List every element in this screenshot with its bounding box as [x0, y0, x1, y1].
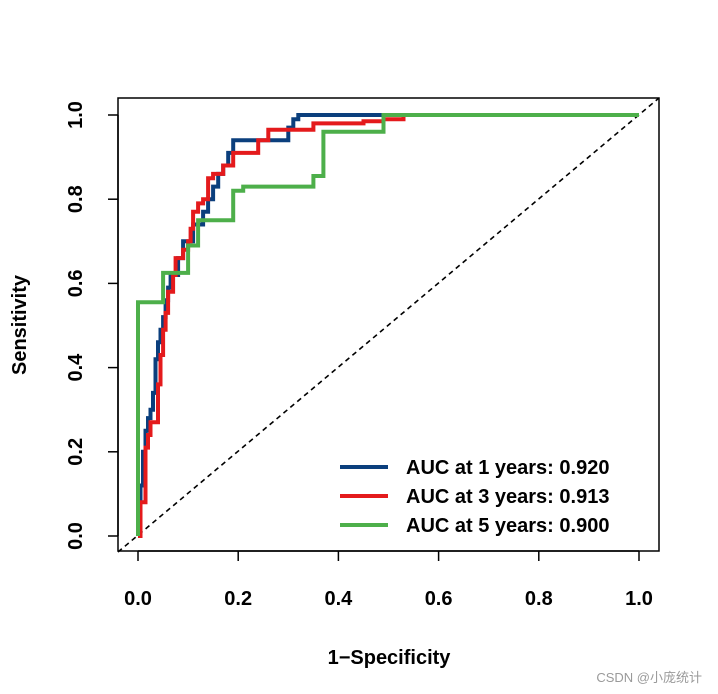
series-layer	[136, 113, 639, 538]
series-line-2	[138, 115, 406, 538]
x-axis: 0.0 0.2 0.4 0.6 0.8 1.0	[124, 550, 653, 610]
x-tick-label: 0.0	[124, 588, 152, 610]
y-tick-label: 0.6	[65, 269, 87, 297]
y-axis-title: Sensitivity	[9, 274, 31, 375]
reference-diagonal-line	[117, 97, 660, 553]
y-axis: 0.0 0.2 0.4 0.6 0.8 1.0	[65, 101, 119, 550]
y-tick-label: 0.0	[65, 522, 87, 550]
y-tick-label: 0.8	[65, 185, 87, 213]
reference-line-layer	[117, 97, 660, 553]
y-tick-label: 0.2	[65, 438, 87, 466]
watermark: CSDN @小庞统计	[596, 670, 702, 685]
y-tick-label: 0.4	[65, 353, 87, 382]
legend: AUC at 1 years: 0.920 AUC at 3 years: 0.9…	[340, 457, 609, 537]
legend-label-3: AUC at 5 years: 0.900	[406, 515, 609, 537]
y-tick-label: 1.0	[65, 101, 87, 129]
x-tick-label: 0.2	[224, 588, 252, 610]
legend-label-2: AUC at 3 years: 0.913	[406, 486, 609, 508]
x-tick-label: 0.6	[425, 588, 453, 610]
legend-label-1: AUC at 1 years: 0.920	[406, 457, 609, 479]
x-axis-title: 1−Specificity	[328, 647, 452, 669]
x-tick-label: 0.4	[324, 588, 353, 610]
x-tick-label: 0.8	[525, 588, 553, 610]
series-line-3	[136, 113, 639, 536]
x-tick-label: 1.0	[625, 588, 653, 610]
